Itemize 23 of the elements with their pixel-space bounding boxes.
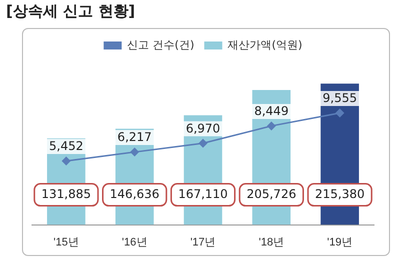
data-label: 131,885 <box>41 186 92 201</box>
point <box>130 148 140 157</box>
x-tick-label: '15년 <box>54 236 79 248</box>
x-tick-label: '19년 <box>327 236 352 248</box>
data-label: 167,110 <box>178 186 228 201</box>
x-tick-label: '17년 <box>190 236 216 248</box>
data-label: 8,449 <box>254 104 289 118</box>
data-label: 6,217 <box>117 130 152 144</box>
point <box>198 138 208 148</box>
x-tick-label: '16년 <box>122 236 148 248</box>
data-label: 5,452 <box>49 139 84 154</box>
point <box>62 156 71 166</box>
data-label: 6,970 <box>186 121 220 136</box>
legend-label: 재산가액(억원) <box>228 38 302 52</box>
data-label: 215,380 <box>314 186 365 201</box>
point <box>266 121 276 130</box>
chart-title: [상속세 신고 현황] <box>6 2 136 21</box>
x-tick-label: '18년 <box>258 236 284 248</box>
data-label: 9,555 <box>322 91 357 106</box>
data-label: 146,636 <box>110 186 160 201</box>
point <box>335 108 344 118</box>
data-label: 205,726 <box>246 186 296 201</box>
legend-label: 신고 건수(건) <box>127 38 194 52</box>
